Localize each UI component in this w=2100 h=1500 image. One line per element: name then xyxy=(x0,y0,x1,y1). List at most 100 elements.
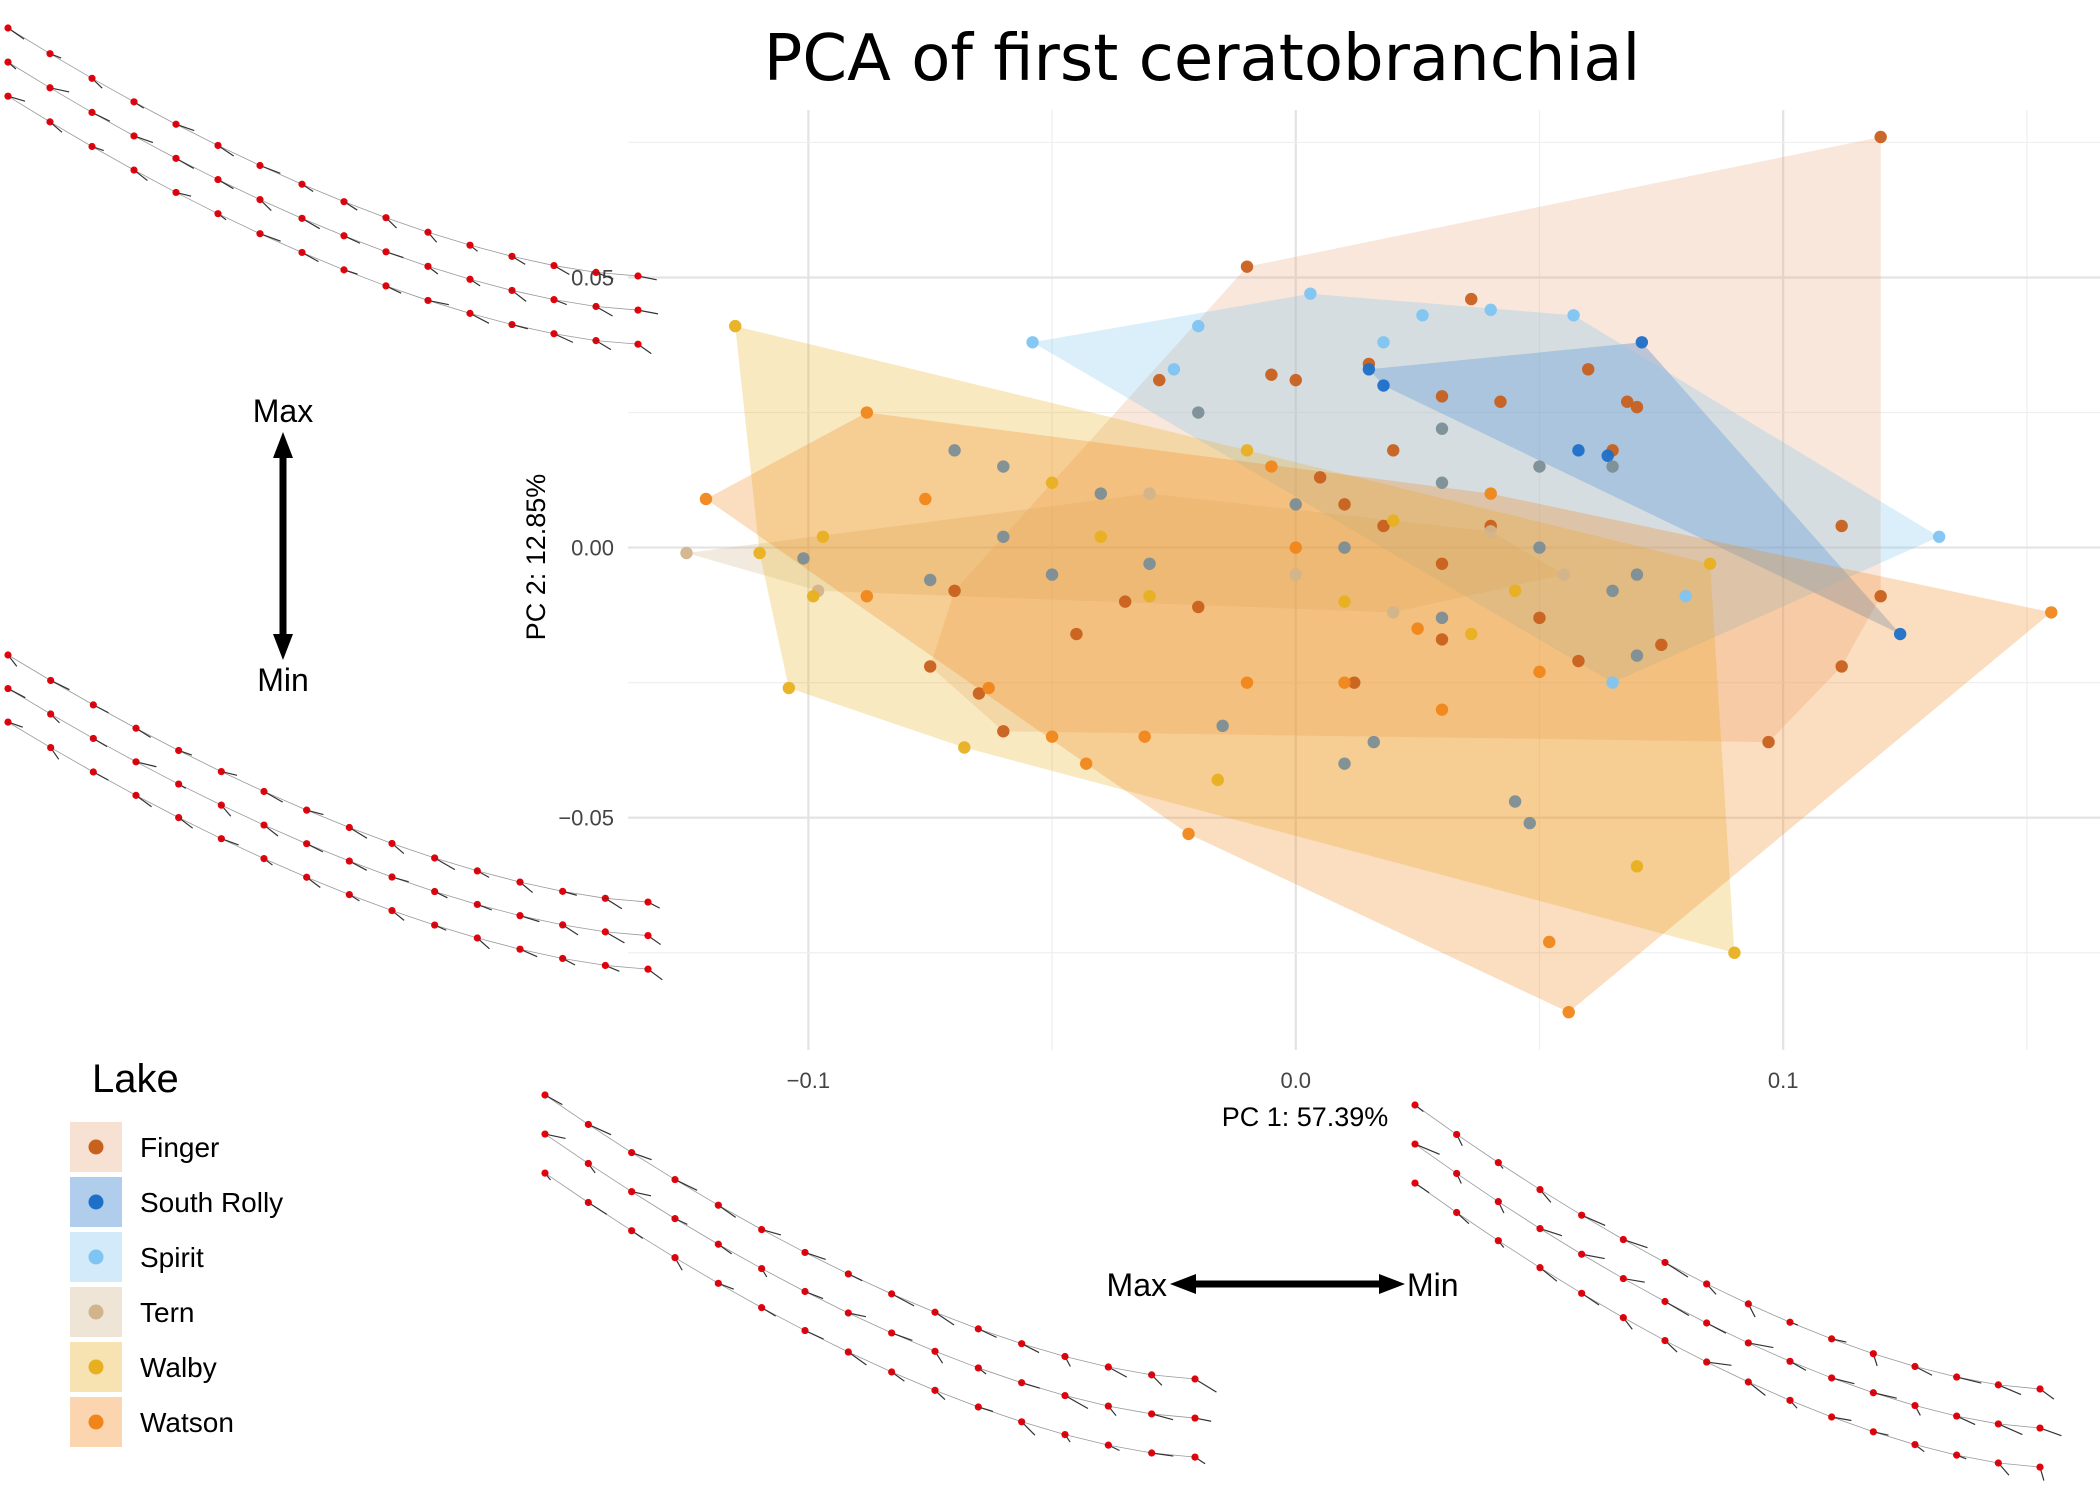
legend-key-dot xyxy=(88,1194,104,1210)
shape-vector xyxy=(1581,1253,1605,1260)
point-finger xyxy=(1874,590,1887,603)
shape-outline-segment xyxy=(133,169,177,193)
hull-tern xyxy=(686,493,1564,613)
shape-outline-segment xyxy=(934,1311,979,1330)
point-walby xyxy=(1703,557,1717,570)
shape-outline-segment xyxy=(93,704,137,729)
point-unlabelled xyxy=(1192,406,1205,419)
point-walby xyxy=(1508,584,1522,598)
legend-key-dot xyxy=(88,1414,104,1430)
shape-outline-segment xyxy=(891,1332,936,1352)
shape-outline-segment xyxy=(934,1350,979,1369)
shape-outline-segment xyxy=(1539,1267,1582,1294)
data-points xyxy=(680,130,2058,1019)
point-watson xyxy=(1045,730,1059,743)
point-watson xyxy=(1338,676,1351,689)
shape-outline-segment xyxy=(1151,1374,1196,1380)
pc2-arrow: Max Min xyxy=(253,393,313,698)
shape-outline-segment xyxy=(7,721,51,748)
point-unlabelled xyxy=(948,444,961,457)
shape-outline-segment xyxy=(1021,1343,1066,1357)
shape-outline-segment xyxy=(934,1389,979,1408)
shape-outline-segment xyxy=(1873,1431,1916,1445)
arrow-up-icon xyxy=(273,432,293,458)
shape-outline-segment xyxy=(343,235,387,253)
legend-title: Lake xyxy=(92,1057,179,1101)
shape-outline-segment xyxy=(263,791,307,811)
point-watson xyxy=(1265,460,1278,473)
shape-outline-segment xyxy=(178,750,222,772)
shape-outline-segment xyxy=(718,1282,762,1308)
shape-outline-segment xyxy=(391,910,435,926)
point-watson xyxy=(1533,665,1546,679)
point-unlabelled xyxy=(1338,757,1351,770)
point-finger xyxy=(1435,390,1449,403)
shape-outline-segment xyxy=(978,1367,1022,1384)
shape-pc1-max xyxy=(541,1091,1217,1465)
shape-outline-segment xyxy=(848,1351,892,1373)
shape-pc1-min xyxy=(1411,1101,2062,1481)
pc2-max-label: Max xyxy=(253,393,313,429)
shape-outline-segment xyxy=(511,290,555,301)
point-finger xyxy=(1377,519,1390,533)
shape-outline-segment xyxy=(7,688,51,715)
shape-outline-segment xyxy=(221,838,265,859)
shape-outline-segment xyxy=(804,1291,849,1314)
shape-outline-segment xyxy=(385,285,429,301)
shape-outline-segment xyxy=(1873,1392,1916,1406)
shape-outline-segment xyxy=(135,761,179,785)
shape-vector xyxy=(1998,1384,2022,1396)
point-south-rolly xyxy=(1572,444,1585,457)
shape-outline-segment xyxy=(50,747,94,773)
shape-outline-segment xyxy=(259,233,303,253)
point-finger xyxy=(1435,633,1449,646)
shape-vector xyxy=(934,1311,955,1326)
point-south-rolly xyxy=(1601,449,1614,462)
shape-outline-segment xyxy=(477,870,521,883)
shape-outline-segment xyxy=(133,135,177,159)
point-unlabelled xyxy=(1094,487,1107,500)
point-watson xyxy=(1289,541,1302,554)
point-finger xyxy=(1762,735,1775,749)
point-unlabelled xyxy=(997,530,1010,543)
shape-outline-segment xyxy=(1414,1182,1457,1213)
shape-outline-segment xyxy=(1998,1462,2041,1468)
shape-outline-segment xyxy=(605,931,649,936)
shape-outline-segment xyxy=(1914,1405,1957,1417)
point-unlabelled xyxy=(1523,816,1536,830)
shape-outline-segment xyxy=(588,1163,632,1192)
x-axis-label: PC 1: 57.39% xyxy=(1222,1102,1389,1132)
shape-outline-segment xyxy=(511,255,555,266)
legend-label: Watson xyxy=(140,1407,234,1438)
shape-outline-segment xyxy=(1581,1214,1624,1240)
shape-outline-segment xyxy=(1456,1173,1499,1202)
shape-outline-segment xyxy=(469,278,513,291)
shape-outline-segment xyxy=(1414,1104,1457,1135)
point-unlabelled xyxy=(1606,460,1619,473)
point-finger xyxy=(1289,373,1302,387)
arrow-left-icon xyxy=(1170,1274,1196,1294)
shape-outline-segment xyxy=(391,843,435,859)
point-finger xyxy=(1240,260,1254,273)
point-finger xyxy=(1313,471,1327,484)
shape-outline-segment xyxy=(1151,1452,1196,1458)
shape-outline-segment xyxy=(135,727,179,751)
shape-outline-segment xyxy=(1498,1240,1541,1268)
shape-outline-segment xyxy=(1956,1454,1999,1464)
legend-label: Walby xyxy=(140,1352,217,1383)
shape-vector xyxy=(1064,1395,1089,1410)
shape-outline-segment xyxy=(427,300,471,314)
point-unlabelled xyxy=(1435,611,1449,625)
legend-label: Spirit xyxy=(140,1242,204,1273)
shape-outline-segment xyxy=(7,95,51,123)
shape-outline-segment xyxy=(1831,1377,1874,1394)
shape-outline-segment xyxy=(301,252,345,271)
point-walby xyxy=(1630,860,1644,873)
point-walby xyxy=(1728,946,1741,959)
point-walby xyxy=(958,741,971,754)
point-walby xyxy=(729,319,742,333)
point-unlabelled xyxy=(797,552,810,565)
hull-finger xyxy=(930,137,1881,743)
point-finger xyxy=(1435,557,1449,570)
